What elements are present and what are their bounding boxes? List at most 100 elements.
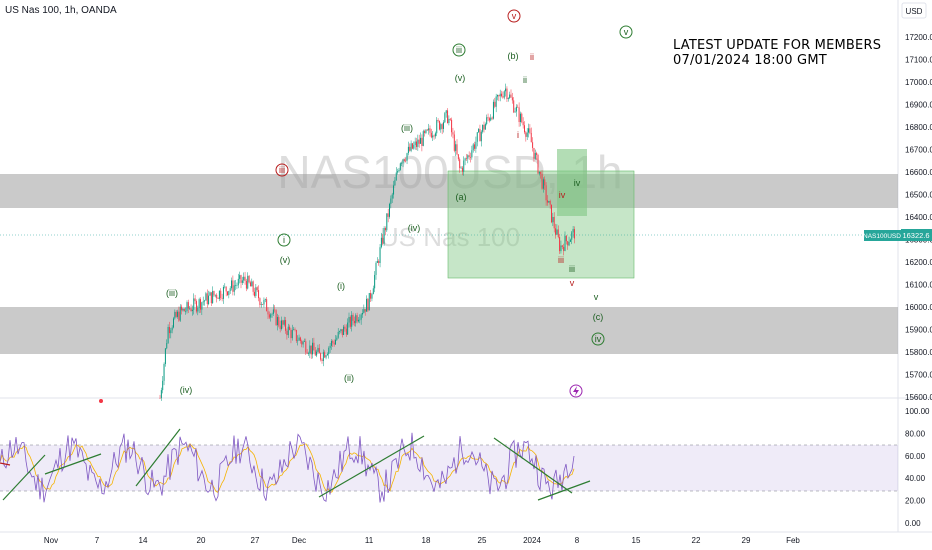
wave-label: (ii) (344, 373, 354, 383)
candle-body (549, 201, 551, 205)
candle-body (274, 309, 276, 311)
candle-body (544, 179, 546, 186)
candle-body (444, 113, 446, 123)
time-tick-label: 15 (632, 536, 641, 545)
candle-body (393, 185, 395, 195)
candle-body (386, 213, 388, 231)
candle-body (309, 345, 311, 354)
currency-button[interactable] (901, 2, 927, 19)
candle-body (214, 294, 216, 296)
wave-label: (v) (280, 255, 291, 265)
candle-body (362, 313, 363, 315)
candle-body (290, 329, 292, 339)
candle-body (313, 342, 315, 351)
time-tick-label: 27 (251, 536, 260, 545)
candle-body (308, 353, 309, 354)
candle-body (305, 341, 307, 353)
candle-body (484, 124, 486, 130)
candle-body (249, 282, 251, 287)
time-tick-label: 18 (422, 536, 431, 545)
candle-body (429, 128, 431, 133)
symbol-title[interactable]: US Nas 100, 1h, OANDA (5, 5, 117, 16)
candle-body (321, 359, 323, 362)
candle-body (271, 313, 273, 315)
candle-body (534, 153, 536, 159)
candle-body (217, 298, 219, 299)
candle-body (413, 145, 415, 149)
candle-body (528, 128, 530, 133)
wave-label: iii (456, 45, 462, 55)
candle-body (260, 304, 262, 305)
wave-label: iv (559, 190, 566, 200)
candle-body (433, 135, 435, 137)
candle-body (522, 121, 524, 126)
candle-body (525, 132, 527, 137)
circle-marker (277, 233, 291, 247)
price-tick-label: 15800.0 (905, 348, 932, 357)
last-price-value: 16322.6 (902, 231, 929, 240)
candle-body (409, 146, 411, 151)
candle-body (231, 280, 233, 289)
lightning-icon (573, 386, 579, 396)
price-tick-label: 15900.0 (905, 326, 932, 335)
candle-body (276, 317, 278, 326)
time-tick-label: 25 (478, 536, 487, 545)
rsi-axis[interactable]: 100.00 80.00 60.00 40.00 20.00 0.00 (905, 407, 930, 528)
price-tick-label: 15700.0 (905, 371, 932, 380)
candle-body (287, 326, 289, 336)
candle-body (488, 118, 490, 121)
candle-body (420, 137, 422, 144)
candle-body (467, 155, 469, 159)
price-axis[interactable]: 17200.0 17100.0 17000.0 16900.0 16800.0 16700… (905, 33, 932, 402)
candle-body (297, 340, 299, 342)
candle-body (218, 290, 220, 299)
candle-body (447, 110, 449, 124)
lightning-icon[interactable] (569, 384, 583, 398)
candle-body (190, 308, 192, 312)
projection-box-small (557, 149, 587, 216)
candle-body (301, 340, 303, 345)
candle-body (380, 237, 382, 248)
candle-body (464, 158, 466, 161)
candle-body (425, 129, 427, 133)
candle-body (394, 180, 396, 186)
candle-body (540, 171, 542, 174)
candle-body (330, 341, 332, 346)
candle-body (379, 247, 381, 264)
candle-body (572, 229, 574, 233)
candle-body (202, 301, 204, 303)
candle-body (356, 315, 358, 322)
candle-body (272, 309, 274, 314)
time-axis[interactable]: Nov 7 14 20 27 Dec 11 18 25 2024 8 15 22 29 Feb (44, 536, 801, 545)
price-tick-label: 15600.0 (905, 393, 932, 402)
candle-body (355, 315, 357, 324)
candle-body (340, 329, 342, 332)
candle-body (348, 316, 350, 323)
candle-body (364, 309, 366, 312)
candle-body (332, 341, 334, 343)
price-tick-label: 16400.0 (905, 213, 932, 222)
candle-body (472, 144, 474, 151)
candle-body (175, 311, 177, 317)
candle-body (251, 281, 253, 287)
candle-body (179, 306, 181, 321)
time-tick-label: 20 (197, 536, 206, 545)
candle-body (177, 311, 179, 317)
candle-body (449, 118, 451, 120)
candle-body (185, 311, 187, 312)
candle-body (410, 143, 412, 151)
candle-body (506, 88, 508, 100)
wave-label: (iii) (401, 123, 413, 133)
candle-body (333, 342, 335, 345)
candle-body (194, 298, 196, 302)
candle-body (510, 94, 512, 98)
circle-marker (507, 9, 521, 23)
projection-box (447, 170, 635, 279)
wave-label: iii (569, 264, 575, 274)
candle-body (320, 353, 322, 360)
candle-body (281, 320, 282, 330)
candle-body (278, 317, 280, 326)
candle-body (402, 159, 404, 164)
price-tick-label: 17100.0 (905, 56, 932, 65)
wave-label: (v) (455, 73, 466, 83)
